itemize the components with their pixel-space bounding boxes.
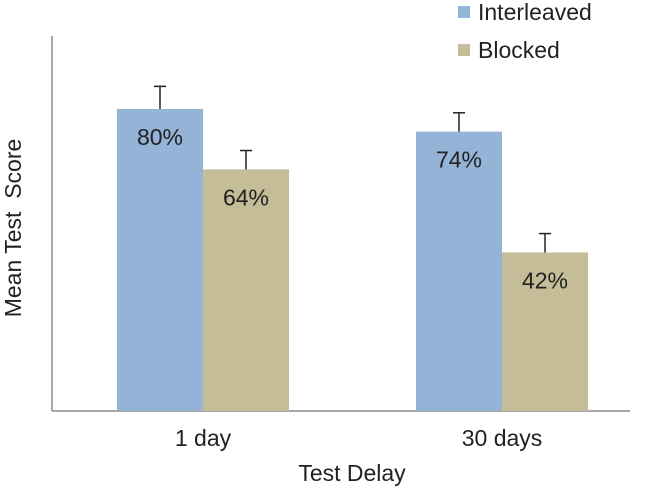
bars-layer [117,109,588,411]
bar-blocked-1-day [203,169,289,411]
legend-label-interleaved: Interleaved [478,0,592,25]
data-labels-layer: 80% 64% 74% 42% [137,124,568,293]
error-bar-blocked-1-day [240,149,252,170]
bar-interleaved-30-days [416,131,502,411]
data-label-blocked-1-day: 64% [223,184,269,210]
x-tick-label: 1 day [175,425,232,451]
legend: Interleaved Blocked [458,0,592,63]
x-tick-labels: 1 day 30 days [175,425,542,451]
legend-swatch-interleaved [458,6,470,18]
legend-label-blocked: Blocked [478,37,560,63]
data-label-interleaved-1-day: 80% [137,124,183,150]
y-axis-title: Mean Test Score [0,139,26,318]
x-tick-label: 30 days [462,425,543,451]
legend-swatch-blocked [458,44,470,56]
error-bar-interleaved-30-days [453,112,465,132]
bar-blocked-30-days [502,252,588,411]
data-label-blocked-30-days: 42% [522,267,568,293]
data-label-interleaved-30-days: 74% [436,147,482,173]
error-bar-blocked-30-days [539,232,551,253]
error-bar-interleaved-1-day [154,85,166,109]
bar-interleaved-1-day [117,109,203,411]
x-axis-title: Test Delay [298,460,406,486]
error-bars-layer [154,85,551,253]
